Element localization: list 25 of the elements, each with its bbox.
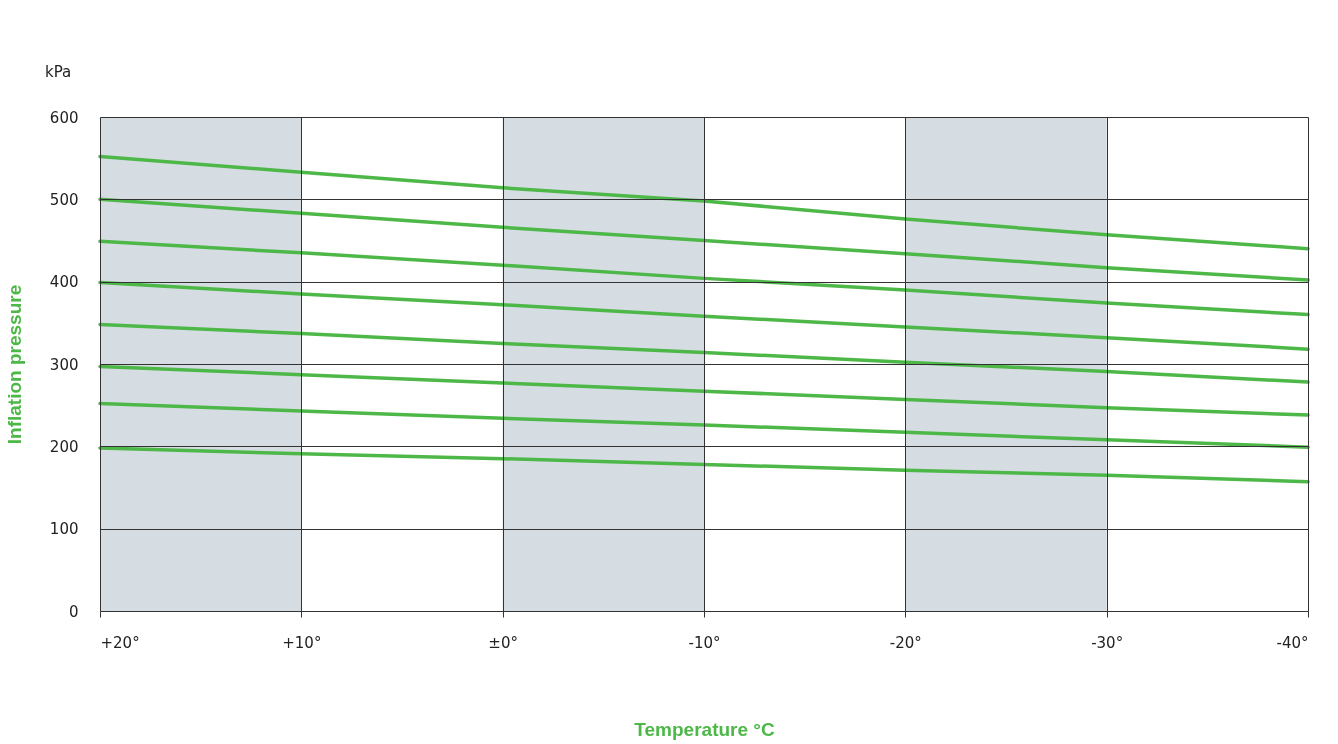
line-series bbox=[98, 446, 1310, 484]
y-tick-label: 100 bbox=[49, 520, 79, 539]
y-tick-label: 0 bbox=[68, 602, 79, 621]
y-axis-title: Inflation pressure bbox=[3, 284, 25, 445]
y-tick-label: 300 bbox=[49, 355, 79, 374]
line-series bbox=[98, 364, 1310, 417]
line-series bbox=[98, 280, 1310, 351]
y-tick-label: 600 bbox=[49, 108, 79, 127]
x-tick-label: +10° bbox=[282, 633, 322, 652]
line-series bbox=[98, 401, 1310, 449]
x-axis-title: Temperature °C bbox=[634, 718, 775, 740]
y-tick-label: 200 bbox=[49, 437, 79, 456]
y-tick-label: 500 bbox=[49, 190, 79, 209]
x-tick-label: -20° bbox=[889, 633, 922, 652]
line-series bbox=[98, 239, 1310, 317]
text: kPa bbox=[45, 63, 72, 81]
x-tick-label: -30° bbox=[1091, 633, 1124, 652]
line-series bbox=[98, 197, 1310, 282]
y-tick-label: 400 bbox=[49, 273, 79, 292]
line-series bbox=[98, 154, 1310, 251]
line-series bbox=[98, 322, 1310, 384]
x-tick-label: -10° bbox=[688, 633, 721, 652]
x-tick-label: ±0° bbox=[488, 633, 518, 652]
x-tick-label: -40° bbox=[1276, 633, 1309, 652]
x-tick-label: +20° bbox=[100, 633, 140, 652]
